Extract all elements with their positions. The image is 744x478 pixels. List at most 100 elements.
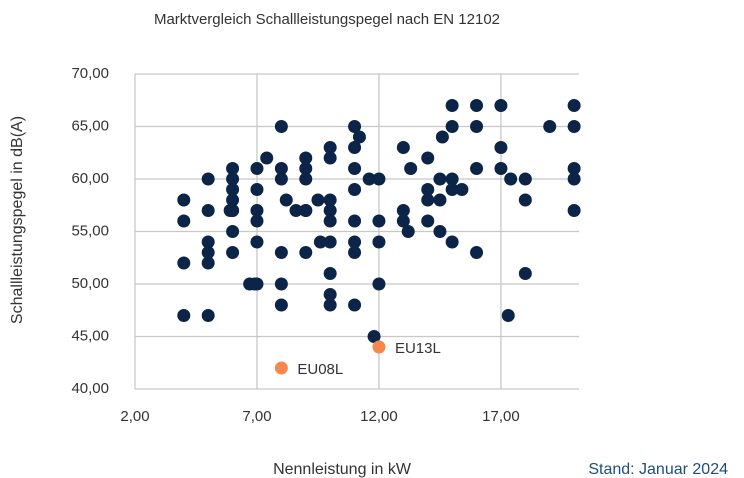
- data-point: [455, 183, 469, 196]
- data-point: [250, 204, 264, 217]
- data-point: [433, 225, 447, 238]
- data-point: [323, 214, 337, 228]
- data-point: [323, 288, 337, 301]
- data-point: [274, 120, 288, 133]
- data-point: [274, 298, 288, 312]
- data-point: [348, 214, 362, 228]
- data-point: [226, 204, 240, 217]
- data-point: [323, 298, 337, 312]
- data-point: [445, 183, 459, 196]
- data-point: [445, 120, 459, 133]
- data-point: [260, 151, 274, 165]
- data-point: [494, 141, 508, 154]
- data-point: [323, 235, 337, 249]
- data-point: [289, 204, 303, 217]
- data-point: [401, 225, 415, 238]
- y-tick-label: 70,00: [71, 65, 109, 82]
- data-point: [323, 193, 337, 207]
- data-point: [470, 246, 484, 259]
- x-tick-label: 12,00: [360, 408, 398, 425]
- data-point: [348, 246, 362, 259]
- data-point: [226, 246, 240, 259]
- data-point: [567, 99, 581, 112]
- data-point: [504, 172, 518, 186]
- data-point: [279, 193, 293, 207]
- data-point: [433, 172, 447, 186]
- data-point: [494, 162, 508, 175]
- data-point: [274, 246, 288, 259]
- data-point: [518, 193, 532, 207]
- data-point: [274, 172, 288, 186]
- data-point: [201, 172, 215, 186]
- data-point: [177, 256, 191, 270]
- data-point: [348, 162, 362, 175]
- data-point: [435, 130, 449, 144]
- y-tick-label: 60,00: [71, 170, 109, 187]
- data-point: [299, 162, 313, 175]
- data-point: [494, 99, 508, 112]
- data-point: [567, 204, 581, 217]
- data-point: [348, 298, 362, 312]
- data-point: [396, 204, 410, 217]
- y-tick-label: 50,00: [71, 275, 109, 292]
- data-point: [250, 277, 264, 291]
- data-point: [567, 162, 581, 175]
- data-point: [445, 99, 459, 112]
- data-point: [501, 309, 515, 322]
- data-point: [177, 193, 191, 207]
- data-point: [250, 235, 264, 249]
- data-point: [274, 162, 288, 175]
- y-tick-label: 40,00: [71, 380, 109, 397]
- data-point: [311, 193, 325, 207]
- data-point: [274, 361, 288, 375]
- chart-title: Marktvergleich Schallleistungspegel nach…: [154, 11, 500, 28]
- data-point: [201, 256, 215, 270]
- y-tick-label: 45,00: [71, 327, 109, 344]
- data-point: [421, 214, 435, 228]
- data-point: [362, 172, 376, 186]
- x-tick-label: 7,00: [242, 408, 271, 425]
- data-point: [201, 204, 215, 217]
- data-point: [323, 141, 337, 154]
- x-tick-label: 2,00: [120, 408, 149, 425]
- data-point: [299, 151, 313, 165]
- data-point: [299, 246, 313, 259]
- x-tick-label: 17,00: [482, 408, 520, 425]
- data-point: [201, 309, 215, 322]
- x-axis-label: Nennleistung in kW: [273, 461, 412, 478]
- data-point: [348, 235, 362, 249]
- data-point: [543, 120, 557, 133]
- data-point: [352, 130, 366, 144]
- data-point: [372, 172, 386, 186]
- data-point: [396, 214, 410, 228]
- data-point: [348, 183, 362, 196]
- data-point: [201, 235, 215, 249]
- data-point: [372, 235, 386, 249]
- data-point: [348, 141, 362, 154]
- data-point: [226, 183, 240, 196]
- data-point: [250, 162, 264, 175]
- data-point: [250, 183, 264, 196]
- data-point: [445, 235, 459, 249]
- data-point: [567, 172, 581, 186]
- data-point: [470, 99, 484, 112]
- data-point: [348, 120, 362, 133]
- data-point: [567, 120, 581, 133]
- data-point: [445, 172, 459, 186]
- data-point: [396, 141, 410, 154]
- data-point: [177, 214, 191, 228]
- data-point: [404, 162, 418, 175]
- data-point: [470, 162, 484, 175]
- data-point: [323, 204, 337, 217]
- data-point: [323, 267, 337, 280]
- data-point: [299, 204, 313, 217]
- data-point: [250, 214, 264, 228]
- data-point: [518, 172, 532, 186]
- data-point: [421, 151, 435, 165]
- data-point: [177, 309, 191, 322]
- data-point: [313, 235, 327, 249]
- data-point: [299, 172, 313, 186]
- data-point: [201, 246, 215, 259]
- point-label: EU08L: [297, 361, 343, 378]
